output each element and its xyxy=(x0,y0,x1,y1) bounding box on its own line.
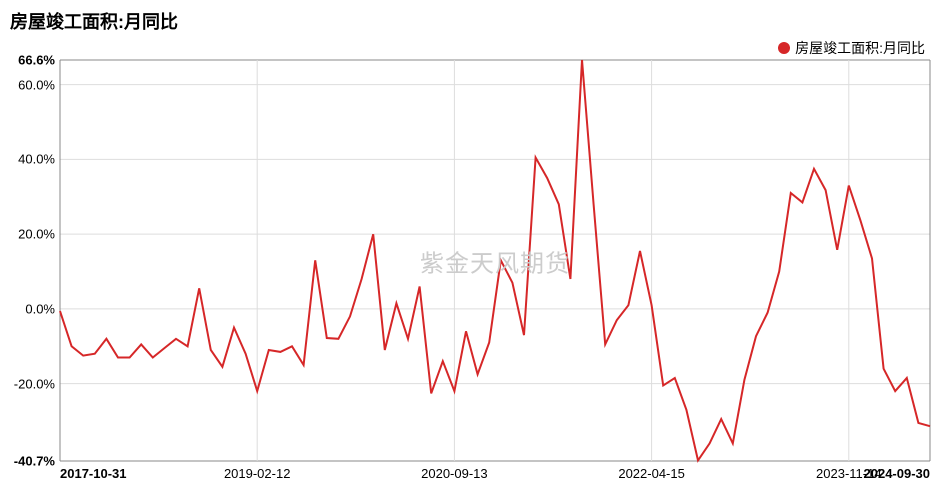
y-tick-label: 66.6% xyxy=(18,53,55,68)
chart-container: 房屋竣工面积:月同比 房屋竣工面积:月同比 紫金天风期货 -40.7%-20.0… xyxy=(0,0,945,501)
y-tick-label: 60.0% xyxy=(18,77,55,92)
plot-svg xyxy=(60,60,930,461)
x-tick-label: 2020-09-13 xyxy=(421,466,488,481)
legend-marker-icon xyxy=(778,42,790,54)
y-tick-label: 20.0% xyxy=(18,227,55,242)
x-tick-label: 2022-04-15 xyxy=(618,466,685,481)
x-tick-label: 2017-10-31 xyxy=(60,466,127,481)
x-tick-label: 2019-02-12 xyxy=(224,466,291,481)
y-tick-label: 0.0% xyxy=(25,301,55,316)
series-line xyxy=(60,60,930,460)
y-tick-label: 40.0% xyxy=(18,152,55,167)
plot-area: 紫金天风期货 -40.7%-20.0%0.0%20.0%40.0%60.0%66… xyxy=(60,60,930,461)
y-tick-label: -40.7% xyxy=(14,454,55,469)
legend: 房屋竣工面积:月同比 xyxy=(778,38,925,58)
x-tick-label: 2024-09-30 xyxy=(864,466,931,481)
legend-label: 房屋竣工面积:月同比 xyxy=(795,38,925,58)
chart-title: 房屋竣工面积:月同比 xyxy=(10,8,178,34)
y-tick-label: -20.0% xyxy=(14,376,55,391)
